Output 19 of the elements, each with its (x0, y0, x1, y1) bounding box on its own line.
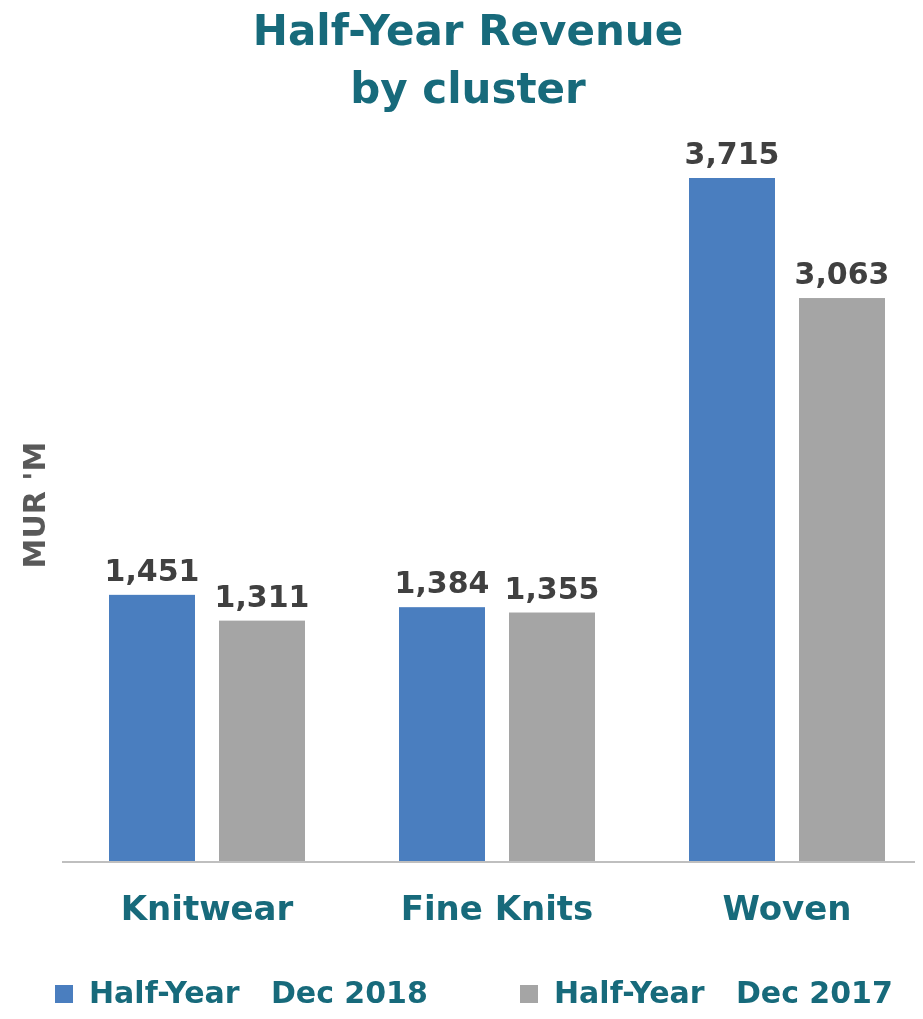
bar (109, 594, 195, 862)
x-tick-label: Knitwear (120, 888, 294, 928)
data-label: 3,715 (684, 136, 780, 171)
data-label: 1,311 (214, 578, 310, 614)
bar (399, 607, 485, 862)
bar (219, 620, 305, 862)
legend-label: Half-Year Dec 2018 (89, 975, 428, 1010)
bar (509, 612, 595, 862)
x-tick-label: Woven (722, 888, 852, 928)
bar (799, 298, 885, 862)
x-tick-label: Fine Knits (400, 888, 594, 928)
y-axis-title: MUR 'M (17, 441, 52, 569)
data-label: 1,384 (394, 565, 490, 601)
bar (689, 178, 775, 862)
data-label: 3,063 (794, 256, 890, 292)
data-label: 1,451 (104, 552, 200, 588)
legend-label: Half-Year Dec 2017 (554, 975, 893, 1010)
data-label: 1,355 (504, 570, 600, 606)
chart-title: Half-Year Revenue by cluster (252, 6, 684, 113)
